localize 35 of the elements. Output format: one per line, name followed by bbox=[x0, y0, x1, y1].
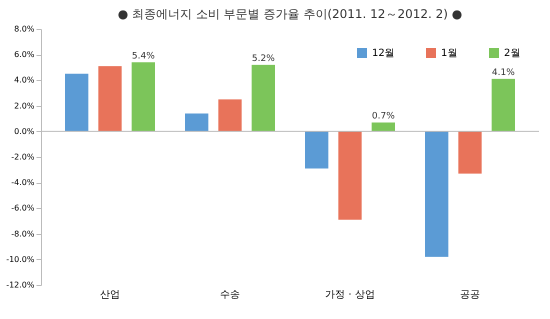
x-tick-label: 공공 bbox=[460, 290, 480, 300]
chart-title: ● 최종에너지 소비 부문별 증가율 추이(2011. 12～2012. 2) ● bbox=[118, 7, 462, 21]
y-tick-label: -4.0% bbox=[11, 178, 35, 188]
data-label: 5.2% bbox=[252, 54, 276, 64]
bar bbox=[305, 131, 328, 169]
y-tick-label: -6.0% bbox=[11, 204, 35, 213]
bar bbox=[338, 131, 362, 220]
x-tick-label: 산업 bbox=[100, 290, 120, 300]
y-tick-label: 6.0% bbox=[14, 50, 35, 60]
bar bbox=[425, 131, 448, 257]
legend-label: 1월 bbox=[441, 48, 458, 59]
legend-label: 2월 bbox=[504, 48, 520, 59]
bar bbox=[65, 74, 88, 132]
bar bbox=[218, 99, 242, 132]
y-tick-label: 2.0% bbox=[14, 101, 35, 110]
data-label: 4.1% bbox=[492, 68, 516, 78]
y-tick-label: 4.0% bbox=[14, 76, 35, 85]
y-tick-label: 0.0% bbox=[14, 126, 35, 136]
legend-label: 12월 bbox=[372, 48, 395, 59]
bar bbox=[252, 64, 275, 132]
x-tick-label: 가정 · 상업 bbox=[325, 290, 375, 300]
bar bbox=[132, 62, 155, 132]
y-tick-label: -12.0% bbox=[6, 280, 35, 290]
data-label: 5.4% bbox=[132, 51, 156, 62]
y-tick-label: -10.0% bbox=[6, 254, 35, 264]
x-tick-label: 수송 bbox=[220, 290, 240, 300]
bar bbox=[458, 131, 482, 174]
bar bbox=[372, 122, 395, 132]
bar bbox=[492, 78, 515, 132]
y-tick-label: -8.0% bbox=[11, 229, 35, 238]
bar bbox=[98, 66, 122, 132]
y-tick-label: 8.0% bbox=[14, 24, 35, 34]
data-label: 0.7% bbox=[372, 111, 396, 122]
y-tick-label: -2.0% bbox=[11, 152, 35, 162]
bar bbox=[185, 113, 208, 132]
